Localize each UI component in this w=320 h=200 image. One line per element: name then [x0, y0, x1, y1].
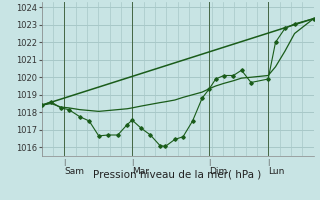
Text: Lun: Lun	[268, 167, 284, 176]
Text: |: |	[131, 159, 133, 166]
Text: Dim: Dim	[209, 167, 228, 176]
Text: |: |	[267, 159, 269, 166]
Text: Sam: Sam	[64, 167, 84, 176]
Text: Mar: Mar	[132, 167, 149, 176]
X-axis label: Pression niveau de la mer( hPa ): Pression niveau de la mer( hPa )	[93, 170, 262, 180]
Text: |: |	[208, 159, 211, 166]
Text: |: |	[63, 159, 65, 166]
